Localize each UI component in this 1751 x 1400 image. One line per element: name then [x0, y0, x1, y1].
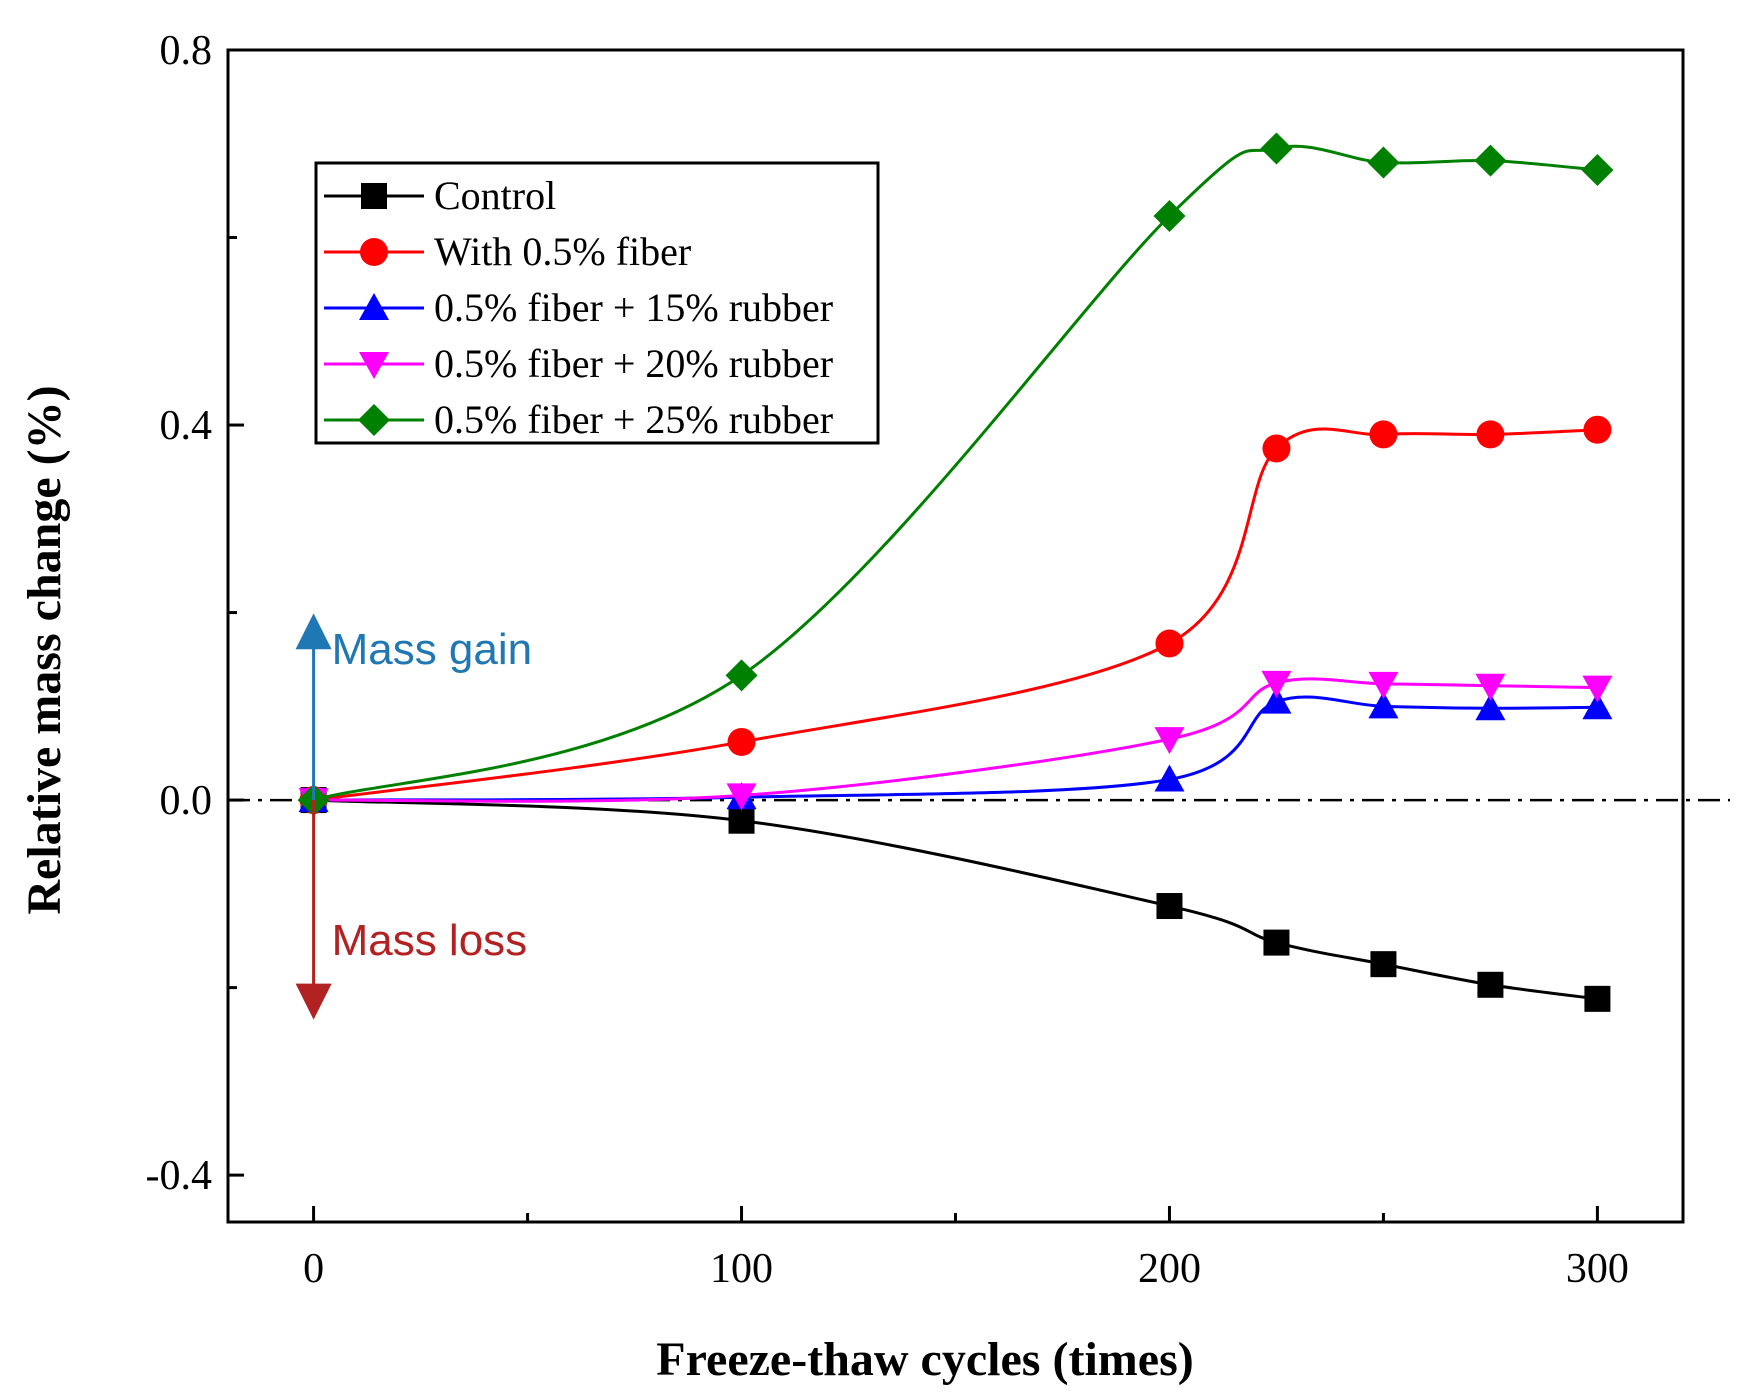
y-tick-label: -0.4: [146, 1153, 213, 1199]
y-tick-label: 0.8: [160, 28, 213, 74]
series-control: [300, 787, 1611, 1012]
legend-label: 0.5% fiber + 20% rubber: [434, 341, 833, 386]
y-axis-title: Relative mass change (%): [18, 385, 71, 914]
y-tick-label: 0.4: [160, 403, 213, 449]
y-tick-label: 0.0: [160, 778, 213, 824]
x-tick-label: 300: [1566, 1246, 1629, 1292]
legend-label: Control: [434, 173, 556, 218]
data-point: [727, 727, 756, 756]
data-point: [726, 783, 757, 811]
data-point: [1260, 132, 1293, 165]
data-point: [1477, 971, 1504, 998]
series-line: [313, 427, 1598, 802]
x-axis-title: Freeze-thaw cycles (times): [656, 1333, 1194, 1386]
legend-label: 0.5% fiber + 25% rubber: [434, 397, 833, 442]
data-point: [1154, 727, 1185, 755]
data-point: [728, 807, 755, 834]
legend-box: [314, 161, 880, 445]
legend-label: 0.5% fiber + 15% rubber: [434, 285, 833, 330]
data-point: [1263, 929, 1290, 956]
series-line: [313, 695, 1598, 802]
data-point: [1581, 154, 1614, 187]
data-point: [1262, 434, 1291, 463]
data-point: [1476, 420, 1505, 449]
x-tick-label: 200: [1138, 1246, 1201, 1292]
series-line: [313, 677, 1598, 803]
legend-marker: [359, 352, 389, 379]
data-point: [1153, 199, 1186, 232]
data-point: [725, 659, 758, 692]
data-point: [1154, 764, 1185, 792]
data-point: [1582, 692, 1613, 720]
data-point: [1583, 415, 1612, 444]
legend-item: 0.5% fiber + 15% rubber: [324, 285, 833, 330]
data-point: [1582, 675, 1613, 703]
data-point: [1475, 693, 1506, 721]
data-point: [1156, 893, 1183, 920]
data-point: [1370, 951, 1397, 978]
series-with-0-5-fiber: [299, 415, 1612, 815]
legend-marker: [359, 293, 389, 320]
legend-item: Control: [324, 173, 556, 218]
data-point: [1368, 671, 1399, 699]
mass-loss-label: Mass loss: [332, 916, 528, 965]
legend-item: 0.5% fiber + 25% rubber: [324, 397, 833, 442]
data-point: [1369, 420, 1398, 449]
mass-gain-label: Mass gain: [332, 625, 533, 674]
legend-marker: [361, 183, 387, 209]
data-point: [1474, 144, 1507, 177]
data-point: [1368, 691, 1399, 719]
legend: Control With 0.5% fiber 0.5% fiber + 15% r…: [314, 161, 880, 445]
legend-marker: [360, 238, 388, 266]
legend-marker: [358, 404, 390, 436]
legend-item: 0.5% fiber + 20% rubber: [324, 341, 833, 386]
x-tick-label: 0: [303, 1246, 324, 1292]
legend-item: With 0.5% fiber: [324, 229, 691, 274]
data-point: [1584, 985, 1611, 1012]
series-line: [313, 144, 1598, 802]
legend-label: With 0.5% fiber: [434, 229, 691, 274]
data-point: [1367, 146, 1400, 179]
series-0-5-fiber-25-rubber: [297, 132, 1614, 817]
data-point: [1261, 686, 1292, 714]
series-line: [313, 798, 1598, 1001]
data-point: [1261, 670, 1292, 698]
data-point: [1475, 673, 1506, 701]
x-tick-label: 100: [710, 1246, 773, 1292]
data-point: [1155, 629, 1184, 658]
